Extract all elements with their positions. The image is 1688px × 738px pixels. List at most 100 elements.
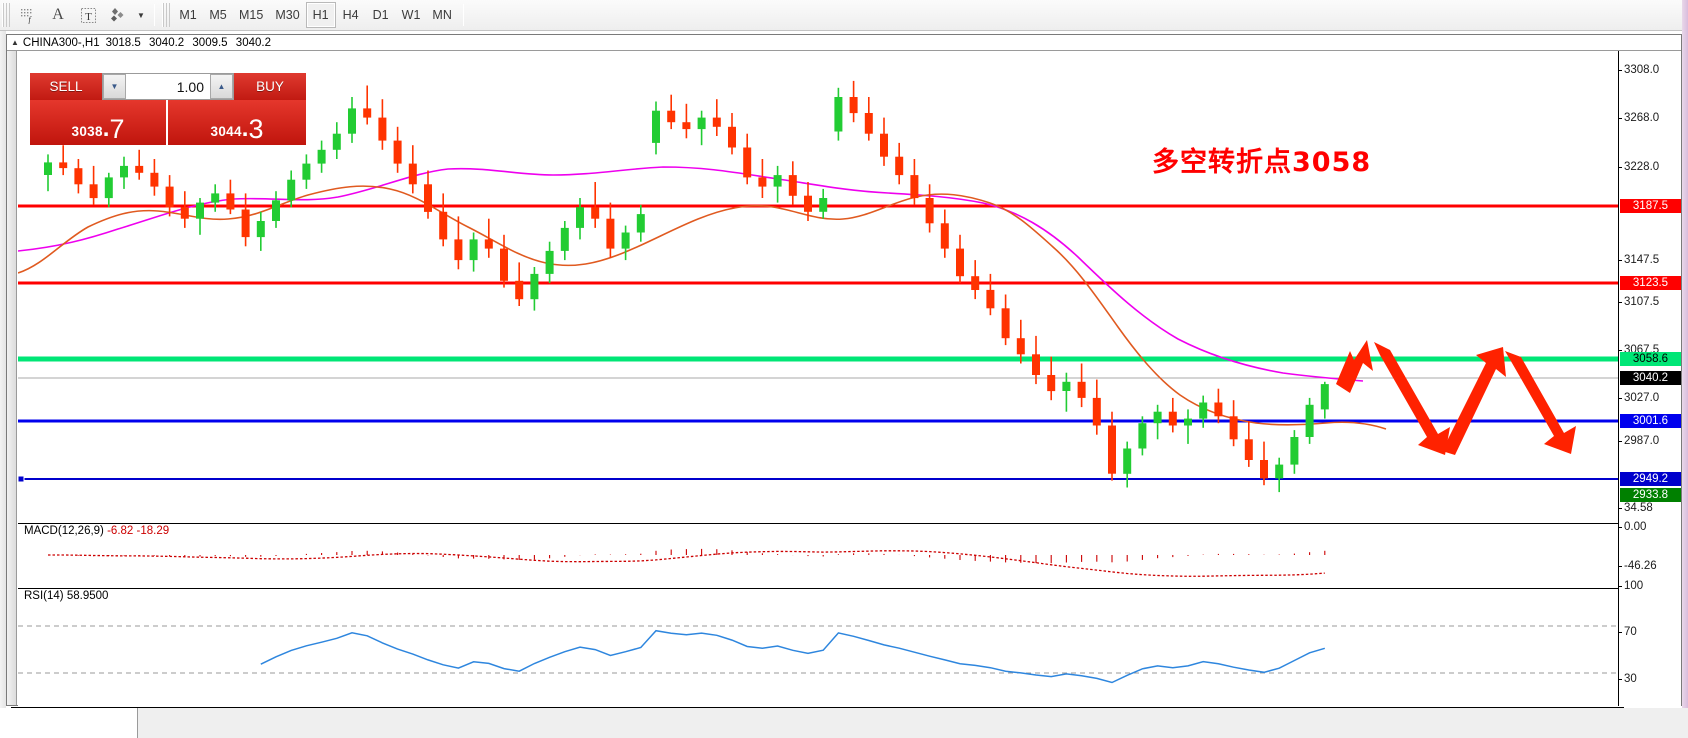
- toolbar-separator: [154, 4, 155, 26]
- macd-value-1: -6.82: [107, 525, 134, 537]
- order-panel-prices: 3038 . 7 3044 . 3: [30, 100, 306, 145]
- text-object-icon[interactable]: T: [73, 2, 103, 28]
- price-tick-3147: 3147.5: [1619, 254, 1659, 266]
- ask-price-decimal: 3: [248, 114, 264, 144]
- one-click-trading-panel[interactable]: SELL ▼ 1.00 ▲ BUY 3038 . 7 3044: [30, 73, 306, 145]
- ma-fast-line: [18, 185, 1387, 430]
- chart-ohlc-values: 3018.5 3040.2 3009.5 3040.2: [106, 37, 276, 49]
- timeframe-m30[interactable]: M30: [275, 8, 300, 22]
- macd-signal-line: [48, 550, 1325, 577]
- price-chart-svg: [18, 80, 1620, 493]
- collapse-icon[interactable]: ▲: [11, 38, 19, 47]
- bid-price-decimal: 7: [109, 114, 125, 144]
- pivot-badge-3058: 3058.6: [1620, 352, 1681, 366]
- ask-price-integer: 3044: [210, 124, 242, 139]
- ask-price-box[interactable]: 3044 . 3: [168, 100, 306, 145]
- svg-text:T: T: [85, 11, 92, 23]
- volume-increase-icon[interactable]: ▲: [210, 74, 233, 99]
- chart-annotation-text[interactable]: 多空转折点3058: [1152, 147, 1372, 178]
- rsi-label: RSI(14) 58.9500: [24, 590, 108, 602]
- up-arrow-icon: [1336, 340, 1373, 393]
- price-tick-2987: 2987.0: [1619, 435, 1659, 447]
- ask-price-dot: .: [241, 115, 249, 142]
- last-price-badge-3040: 3040.2: [1620, 371, 1681, 385]
- vertical-scroll-strip[interactable]: [7, 51, 17, 705]
- ohlc-low: 3009.5: [192, 36, 228, 49]
- macd-tick-zero: 0.00: [1619, 521, 1646, 533]
- down-arrow-1-icon: [1374, 342, 1450, 455]
- timeframe-d1[interactable]: D1: [372, 8, 389, 22]
- up-arrow-2-icon: [1442, 347, 1506, 455]
- right-edge-strip: [1682, 0, 1688, 738]
- left-edge-strip: [0, 31, 6, 708]
- volume-value[interactable]: 1.00: [176, 78, 204, 95]
- shapes-dropdown-caret-icon[interactable]: ▼: [137, 10, 145, 20]
- rsi-tick-70: 70: [1619, 626, 1637, 638]
- timeframe-grip[interactable]: [162, 3, 171, 27]
- main-toolbar: f A T ▼ M1 M5 M15 M30 H1 H4 D1 W1 MN: [0, 0, 1688, 31]
- plot-area: SELL ▼ 1.00 ▲ BUY 3038 . 7 3044: [18, 51, 1681, 706]
- svg-text:f: f: [29, 15, 33, 24]
- timeframe-mn[interactable]: MN: [432, 8, 452, 22]
- timeframe-w1[interactable]: W1: [401, 8, 421, 22]
- timeframe-h1[interactable]: H1: [305, 2, 336, 28]
- status-bar-panel: [0, 708, 138, 738]
- volume-decrease-icon[interactable]: ▼: [103, 74, 126, 99]
- toolbar-separator-2: [462, 4, 464, 26]
- ohlc-close: 3040.2: [235, 36, 271, 49]
- volume-stepper[interactable]: ▼ 1.00 ▲: [102, 73, 234, 100]
- price-tick-3107: 3107.5: [1619, 296, 1659, 308]
- chart-window-header: ▲ CHINA300-,H1 3018.5 3040.2 3009.5 3040…: [7, 35, 1681, 51]
- shapes-icon[interactable]: [103, 2, 133, 28]
- price-pane[interactable]: SELL ▼ 1.00 ▲ BUY 3038 . 7 3044: [18, 51, 1620, 522]
- candlestick-series: [44, 80, 1329, 493]
- macd-label: MACD(12,26,9) -6.82 -18.29: [24, 525, 169, 537]
- timeframe-m5[interactable]: M5: [209, 8, 227, 22]
- down-arrow-2-icon: [1505, 351, 1576, 454]
- support-badge-3001: 3001.6: [1620, 414, 1681, 428]
- timeframe-h4[interactable]: H4: [342, 8, 359, 22]
- rsi-tick-30: 30: [1619, 673, 1637, 685]
- rsi-value: 58.9500: [66, 590, 109, 602]
- macd-value-2: -18.29: [136, 525, 170, 537]
- level-badge-2933: 2933.8: [1620, 488, 1681, 502]
- rsi-line: [260, 629, 1326, 684]
- timeframe-m15[interactable]: M15: [239, 8, 264, 22]
- bid-price-box[interactable]: 3038 . 7: [30, 100, 168, 145]
- macd-chart-svg: [48, 548, 1326, 577]
- resistance-badge-3123: 3123.5: [1620, 276, 1681, 290]
- bid-price-dot: .: [102, 115, 110, 142]
- ohlc-high: 3040.2: [149, 36, 185, 49]
- price-tick-3308: 3308.0: [1619, 64, 1659, 76]
- arrow-drawings[interactable]: [1336, 340, 1576, 455]
- sell-button[interactable]: SELL: [30, 73, 102, 100]
- chart-window: ▲ CHINA300-,H1 3018.5 3040.2 3009.5 3040…: [6, 34, 1682, 706]
- chart-symbol-label: CHINA300-,H1: [22, 36, 100, 49]
- rsi-chart-svg: [18, 625, 1620, 684]
- price-scale[interactable]: 3308.0 3268.0 3228.0 3187.5 3147.5 3123.…: [1618, 51, 1681, 706]
- bottom-status-bar: [0, 708, 1688, 738]
- rsi-pane[interactable]: RSI(14) 58.9500: [18, 588, 1620, 706]
- order-panel-top-row: SELL ▼ 1.00 ▲ BUY: [30, 73, 306, 100]
- price-tick-3228: 3228.0: [1619, 161, 1659, 173]
- toolbar-grip[interactable]: [2, 3, 11, 27]
- macd-tick-max: 34.58: [1619, 502, 1653, 514]
- macd-name: MACD(12,26,9): [24, 525, 104, 537]
- resistance-badge-3187: 3187.5: [1620, 199, 1681, 213]
- macd-pane[interactable]: MACD(12,26,9) -6.82 -18.29: [18, 523, 1618, 586]
- bid-price-integer: 3038: [71, 124, 103, 139]
- level-anchor-2949: [18, 475, 25, 483]
- text-label-icon[interactable]: A: [52, 6, 64, 23]
- indicator-icon[interactable]: f: [13, 2, 43, 28]
- timeframe-m1[interactable]: M1: [179, 8, 197, 22]
- macd-histogram: [62, 548, 1326, 564]
- buy-button[interactable]: BUY: [234, 73, 306, 100]
- price-tick-3027: 3027.0: [1619, 392, 1659, 404]
- ma-slow-line: [18, 166, 1364, 382]
- rsi-name: RSI(14): [24, 590, 64, 602]
- rsi-tick-100: 100: [1619, 580, 1643, 592]
- support-badge-2949: 2949.2: [1620, 472, 1681, 486]
- ohlc-open: 3018.5: [105, 36, 141, 49]
- price-tick-3268: 3268.0: [1619, 112, 1659, 124]
- macd-tick-min: -46.26: [1619, 560, 1657, 572]
